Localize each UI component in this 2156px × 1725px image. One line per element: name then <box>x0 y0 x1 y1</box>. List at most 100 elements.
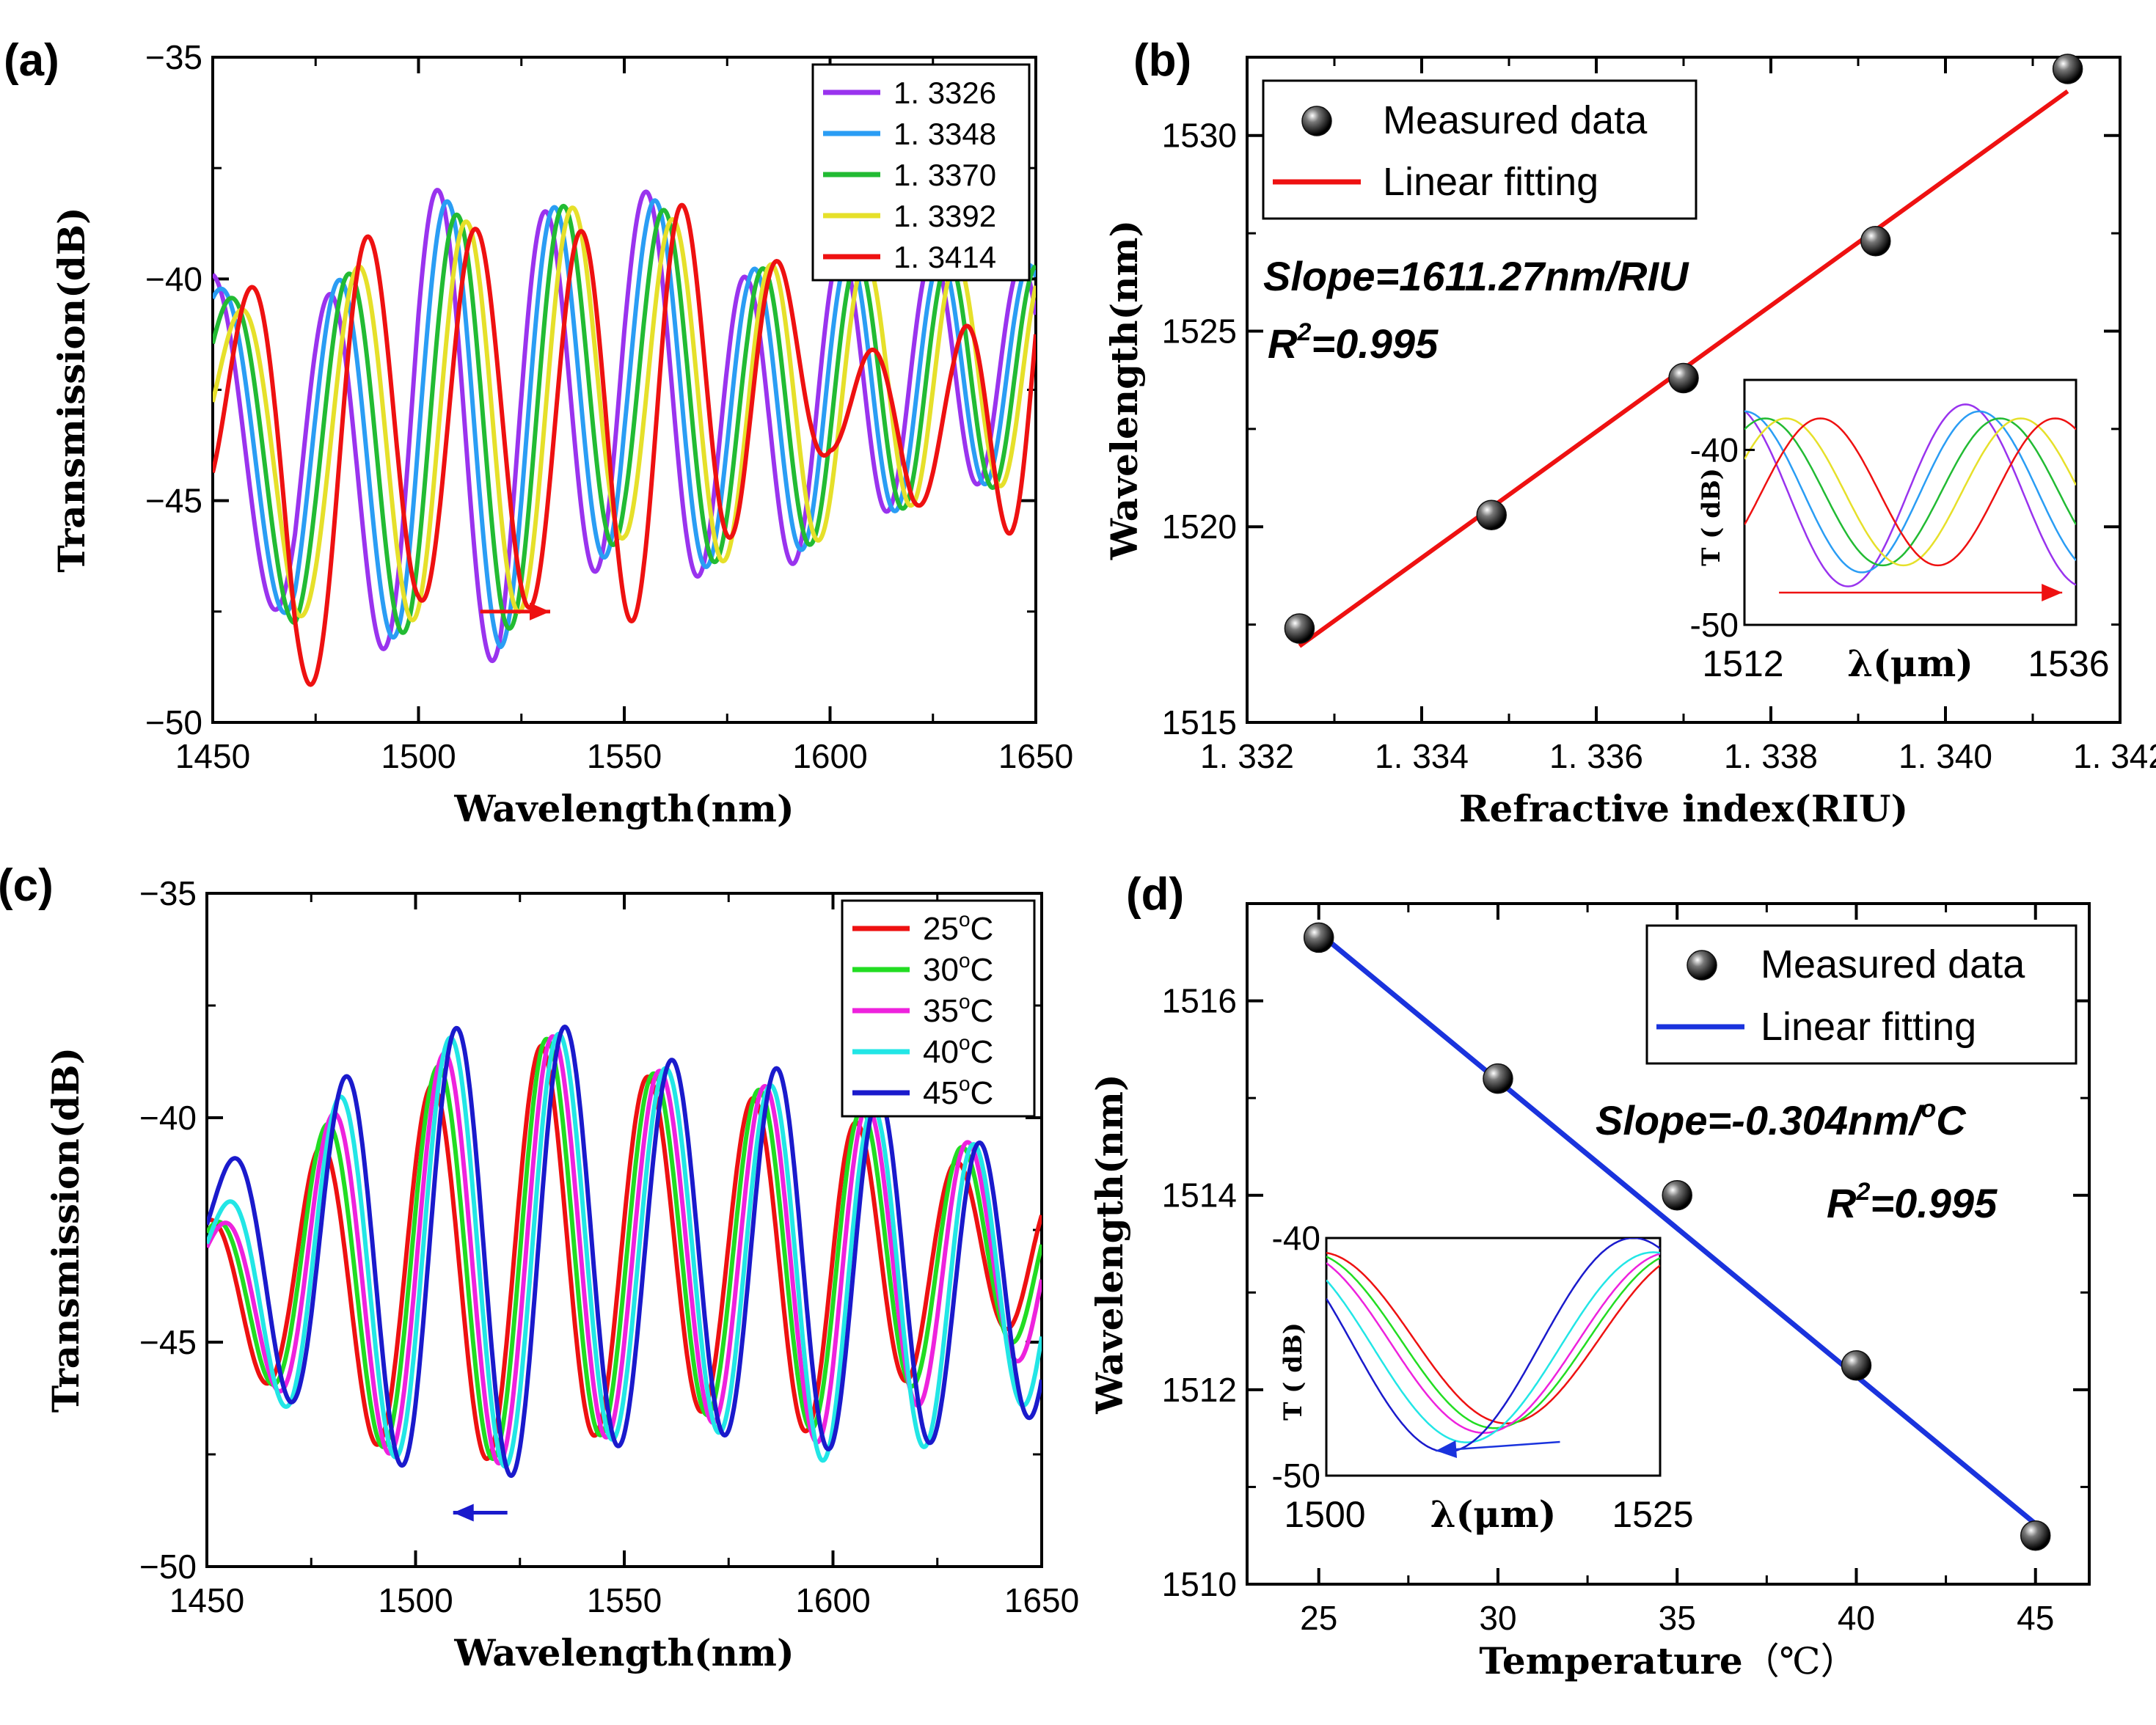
data-point-b <box>1476 499 1507 530</box>
y-tick-label-d: 1512 <box>1162 1371 1237 1409</box>
series-line-a-2 <box>213 203 1036 635</box>
inset-line-d-2 <box>1326 1253 1660 1434</box>
shift-arrow-inset-d <box>1436 1440 1560 1458</box>
x-tick-label-c: 1450 <box>169 1581 244 1619</box>
y-tick-label-c: −40 <box>139 1099 197 1137</box>
series-group-c <box>207 1025 1042 1479</box>
inset-line-d-3 <box>1326 1251 1660 1443</box>
legend-label-d: Measured data <box>1761 942 2025 986</box>
y-tick-label-b: 1530 <box>1162 117 1237 155</box>
legend-label-main-c: 40 <box>923 1034 959 1070</box>
inset-x-tick-label-b: 1512 <box>1702 643 1783 684</box>
legend-label-sup-c: o <box>959 949 971 972</box>
inset-y-axis-label-b: T ( dB) <box>1697 468 1726 566</box>
x-tick-label-a: 1550 <box>587 737 662 775</box>
shift-arrow-inset-b <box>1779 584 2063 601</box>
r2-value-b: =0.995 <box>1311 321 1439 367</box>
inset-y-tick-label-b: -50 <box>1690 606 1739 644</box>
legend-label-main-c: 45 <box>923 1075 959 1111</box>
data-points-d <box>1303 922 2051 1551</box>
x-axis-label-text-c: Wavelength(nm) <box>453 1631 794 1674</box>
inset-y-tick-label-d: -50 <box>1272 1457 1320 1495</box>
slope-unit-d: C <box>1936 1097 1967 1143</box>
x-tick-label-d: 45 <box>2017 1599 2054 1637</box>
shift-arrow-shaft-inset-d <box>1436 1440 1560 1452</box>
legend-label-a: 1. 3392 <box>894 199 996 233</box>
legend-label-a: 1. 3348 <box>894 117 996 151</box>
y-tick-label-a: −50 <box>145 703 202 741</box>
x-axis-label-unit-d: （℃） <box>1743 1640 1857 1682</box>
x-axis-label-d: Temperature（℃） <box>1479 1639 1857 1682</box>
x-tick-label-a: 1600 <box>792 737 867 775</box>
legend-label-fit-d: Linear fitting <box>1761 1005 1976 1049</box>
r2-value-d: =0.995 <box>1870 1180 1998 1226</box>
series-line-c-1 <box>207 1036 1042 1462</box>
inset-line-d-1 <box>1326 1256 1660 1429</box>
shift-arrow-head-c <box>453 1504 474 1522</box>
legend-a: 1. 3326 1. 3348 1. 3370 1. 3392 1. 3414 <box>811 63 1031 282</box>
inset-x-tick-label-d: 1525 <box>1612 1494 1693 1535</box>
legend-label-sup-c: o <box>959 990 971 1013</box>
shift-arrow-a <box>480 602 551 620</box>
r2-annotation-d: R2=0.995 <box>1827 1178 1998 1226</box>
inset-frame-d <box>1325 1237 1662 1477</box>
x-axis-label-text-a: Wavelength(nm) <box>453 787 794 830</box>
legend-box-b <box>1262 79 1698 220</box>
legend-label-sup-c: o <box>959 1072 971 1095</box>
inset-y-tick-label-d: -40 <box>1272 1219 1320 1257</box>
legend-d: Measured data Linear fitting <box>1645 924 2078 1065</box>
inset-line-b-0 <box>1744 403 2076 587</box>
y-tick-label-d: 1516 <box>1162 982 1237 1020</box>
x-tick-label-b: 1. 338 <box>1724 737 1818 775</box>
inset-series-d <box>1326 1238 1660 1453</box>
legend-label-c: 40oC <box>923 1031 993 1070</box>
series-line-c-4 <box>207 1025 1042 1479</box>
legend-box-d <box>1645 924 2078 1065</box>
axes-b: 1. 332 1. 334 1. 336 1. 338 1. 340 1. 342 1515… <box>1162 56 2156 775</box>
slope-sup-d: o <box>1921 1095 1937 1123</box>
legend-b: Measured data Linear fitting <box>1262 79 1698 220</box>
inset-x-axis-label-b: λ(μm) <box>1847 642 1973 685</box>
r2-annotation-b: R2=0.995 <box>1268 318 1439 367</box>
r2-sup-d: 2 <box>1855 1178 1870 1206</box>
x-tick-label-b: 1. 342 <box>2073 737 2156 775</box>
shift-arrow-head-inset-b <box>2042 584 2063 601</box>
shift-arrow-head-a <box>530 602 551 620</box>
panel-label-b: (b) <box>1133 35 1191 86</box>
legend-label-c: 45oC <box>923 1072 993 1111</box>
data-points-b <box>1284 54 2083 644</box>
x-tick-label-b: 1. 332 <box>1200 737 1294 775</box>
data-point-b <box>1668 362 1699 394</box>
x-tick-label-c: 1550 <box>587 1581 662 1619</box>
legend-label-c: 30oC <box>923 949 993 988</box>
x-axis-label-c: Wavelength(nm) <box>453 1631 794 1674</box>
legend-label-a: 1. 3326 <box>894 76 996 110</box>
x-tick-label-b: 1. 340 <box>1899 737 1992 775</box>
shift-arrow-c <box>453 1504 508 1522</box>
x-tick-label-d: 30 <box>1479 1599 1516 1637</box>
legend-label-unit-c: C <box>971 952 994 988</box>
legend-label-fit-b: Linear fitting <box>1383 160 1598 204</box>
x-tick-label-c: 1600 <box>795 1581 870 1619</box>
y-tick-label-c: −45 <box>139 1323 197 1361</box>
inset-y-tick-label-b: -40 <box>1690 431 1739 469</box>
x-tick-label-c: 1650 <box>1004 1581 1079 1619</box>
legend-label-main-c: 35 <box>923 993 959 1029</box>
data-point-b <box>1860 226 1891 257</box>
y-tick-label-b: 1525 <box>1162 312 1237 350</box>
legend-label-sup-c: o <box>959 908 971 931</box>
y-tick-label-d: 1514 <box>1162 1176 1237 1215</box>
legend-label-c: 25oC <box>923 908 993 947</box>
x-tick-label-b: 1. 336 <box>1549 737 1643 775</box>
y-axis-label-a: Transmission(dB) <box>50 207 93 572</box>
legend-label-main-c: 25 <box>923 911 959 947</box>
y-tick-label-c: −35 <box>139 874 197 912</box>
inset-line-d-4 <box>1326 1238 1660 1453</box>
data-point-d <box>1303 922 1334 953</box>
r2-prefix-d: R <box>1827 1180 1857 1226</box>
legend-marker-b <box>1301 106 1332 136</box>
x-tick-label-d: 25 <box>1300 1599 1337 1637</box>
inset-line-b-4 <box>1744 417 2076 567</box>
legend-label-sup-c: o <box>959 1031 971 1054</box>
x-axis-label-b: Refractive index(RIU) <box>1459 787 1908 830</box>
